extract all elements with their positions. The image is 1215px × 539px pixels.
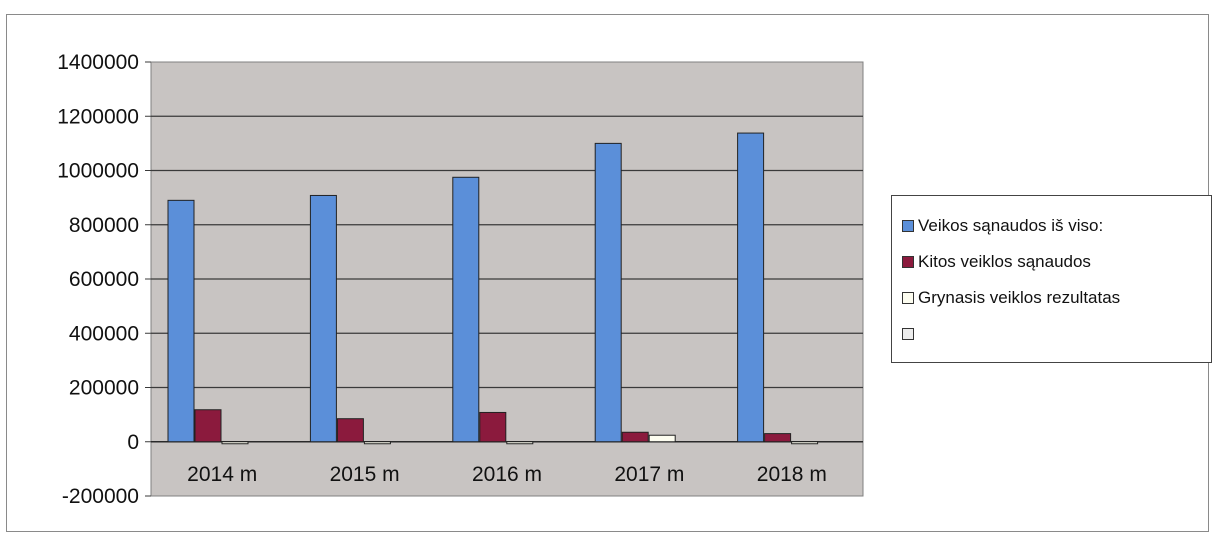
legend-item-net-result: Grynasis veiklos rezultatas xyxy=(902,280,1203,316)
bar-2-2 xyxy=(336,418,364,443)
legend-label: Grynasis veiklos rezultatas xyxy=(918,288,1121,307)
y-tick-label: 800000 xyxy=(69,214,139,237)
legend-item-empty xyxy=(902,316,1203,352)
x-tick-label: 2015 m xyxy=(330,463,400,486)
legend-swatch-grey xyxy=(902,328,914,340)
y-tick-label: 1200000 xyxy=(57,105,139,128)
bar-2-3 xyxy=(479,411,507,443)
legend: Veikos sąnaudos iš viso: Kitos veiklos s… xyxy=(891,195,1212,363)
bar-3-3 xyxy=(506,441,534,445)
bar-1-1 xyxy=(167,199,195,443)
y-tick-label: 1400000 xyxy=(57,51,139,74)
y-tick-label: 400000 xyxy=(69,322,139,345)
legend-swatch-cream xyxy=(902,292,914,304)
bar-3-1 xyxy=(221,441,249,445)
bar-3-2 xyxy=(363,441,391,445)
bar-2-1 xyxy=(194,409,222,443)
y-tick-label: 200000 xyxy=(69,377,139,400)
bar-1-2 xyxy=(309,194,337,443)
legend-label: Kitos veiklos sąnaudos xyxy=(918,252,1091,271)
x-tick-label: 2016 m xyxy=(472,463,542,486)
x-tick-label: 2014 m xyxy=(187,463,257,486)
y-tick-label: 0 xyxy=(127,431,139,454)
legend-item-other-expenses: Kitos veiklos sąnaudos xyxy=(902,244,1203,280)
x-axis-ticks: 2014 m 2015 m 2016 m 2017 m 2018 m xyxy=(187,463,827,486)
legend-swatch-blue xyxy=(902,220,914,232)
bar-1-3 xyxy=(452,176,480,443)
bars xyxy=(167,132,819,445)
bar-2-4 xyxy=(621,431,649,443)
y-tick-label: -200000 xyxy=(62,485,139,508)
y-axis-ticks: 1400000 1200000 1000000 800000 600000 400000 2… xyxy=(57,51,151,508)
y-tick-label: 600000 xyxy=(69,268,139,291)
x-tick-label: 2017 m xyxy=(614,463,684,486)
legend-item-total-expenses: Veikos sąnaudos iš viso: xyxy=(902,208,1203,244)
legend-label: Veikos sąnaudos iš viso: xyxy=(918,216,1104,235)
bar-3-5 xyxy=(791,441,819,445)
legend-swatch-maroon xyxy=(902,256,914,268)
bar-1-5 xyxy=(737,132,765,443)
bar-3-4 xyxy=(648,434,676,443)
bar-1-4 xyxy=(594,142,622,443)
x-tick-label: 2018 m xyxy=(757,463,827,486)
y-tick-label: 1000000 xyxy=(57,160,139,183)
bar-2-5 xyxy=(764,433,792,443)
